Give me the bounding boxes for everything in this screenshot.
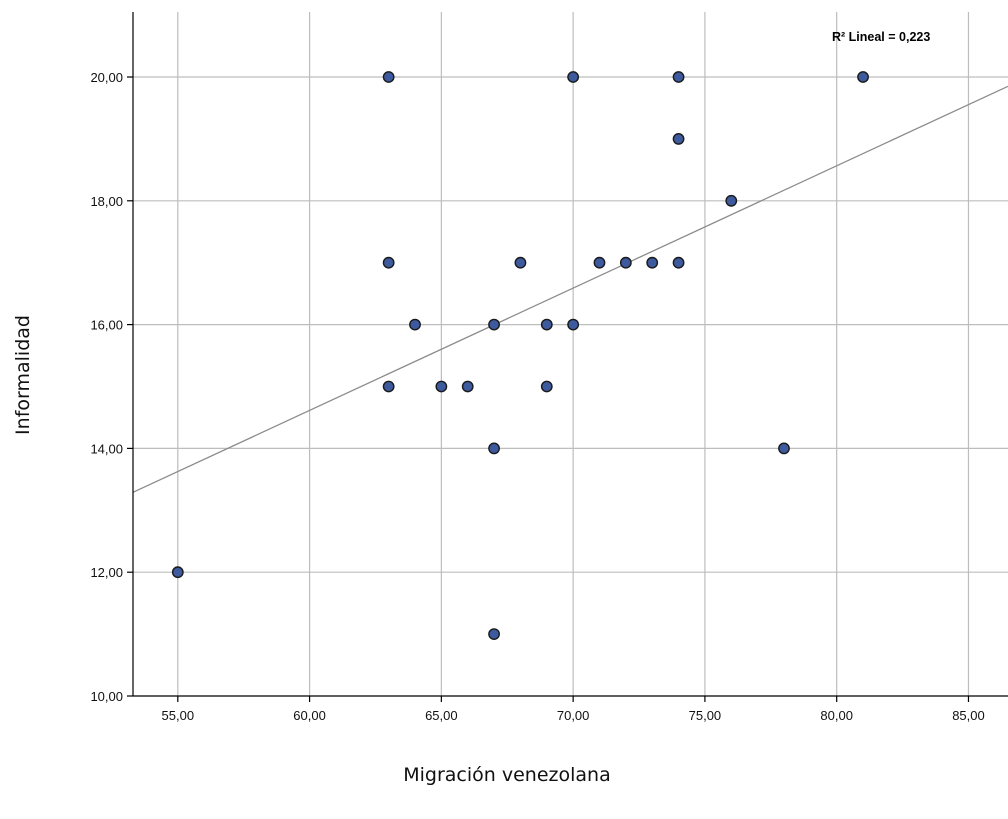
x-tick-label: 70,00 [557, 708, 590, 723]
data-point [382, 256, 395, 269]
data-point [514, 256, 527, 269]
data-point [778, 442, 790, 455]
data-point [435, 380, 448, 393]
data-point [540, 380, 553, 393]
data-point [488, 628, 500, 640]
data-point [540, 318, 553, 331]
tick-labels: 55,00 60,00 65,00 70,00 75,00 80,00 85,00 10,00… [90, 70, 984, 723]
data-point [725, 194, 738, 207]
data-point [619, 256, 632, 269]
data-point [382, 71, 395, 83]
y-tick-label: 14,00 [90, 441, 123, 456]
y-tick-label: 20,00 [90, 70, 123, 85]
x-tick-label: 55,00 [162, 708, 195, 723]
x-tick-label: 75,00 [689, 708, 722, 723]
data-point [461, 380, 474, 393]
y-axis-title: Informalidad [12, 315, 34, 435]
y-tick-label: 18,00 [90, 194, 123, 209]
x-tick-label: 80,00 [820, 708, 853, 723]
data-point [672, 132, 685, 145]
data-point [672, 71, 685, 83]
data-point [857, 71, 869, 83]
r-squared-annotation: R² Lineal = 0,223 [832, 30, 930, 44]
data-point [171, 566, 184, 579]
regression-line [132, 85, 1008, 493]
data-point [567, 71, 580, 83]
data-point [488, 442, 500, 455]
y-tick-label: 12,00 [90, 565, 123, 580]
data-point [646, 256, 659, 269]
grid-lines [133, 12, 1008, 696]
x-tick-label: 60,00 [293, 708, 326, 723]
x-axis-title: Migración venezolana [403, 764, 611, 786]
data-point [488, 318, 500, 331]
y-tick-label: 16,00 [90, 318, 123, 333]
data-point [567, 318, 580, 331]
data-point [593, 256, 606, 269]
data-point [672, 256, 685, 269]
data-point [382, 380, 395, 393]
regression-line-group [132, 85, 1008, 493]
x-tick-label: 85,00 [952, 708, 985, 723]
y-tick-label: 10,00 [90, 689, 123, 704]
x-tick-label: 65,00 [425, 708, 458, 723]
data-points [171, 71, 869, 640]
data-point [409, 318, 421, 331]
axes [127, 12, 1008, 702]
